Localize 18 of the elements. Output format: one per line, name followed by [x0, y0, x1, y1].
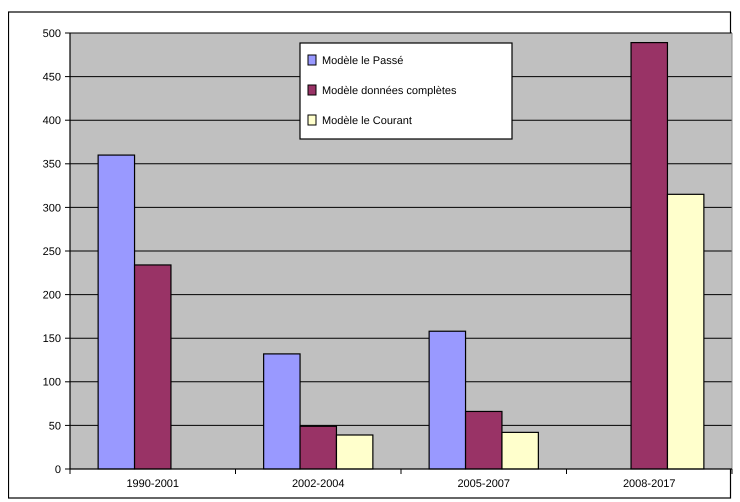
- x-tick-label: 2002-2004: [292, 478, 345, 490]
- legend-label: Modèle données complètes: [322, 84, 458, 97]
- y-tick-label: 400: [42, 115, 61, 128]
- y-tick-label: 450: [42, 71, 61, 84]
- y-tick-label: 200: [42, 289, 61, 302]
- y-tick-label: 0: [54, 464, 61, 476]
- y-tick-label: 350: [42, 158, 61, 171]
- y-tick-label: 150: [42, 333, 61, 346]
- x-tick-label: 1990-2001: [126, 478, 180, 490]
- y-tick-label: 250: [42, 246, 61, 258]
- legend-label: Modèle le Courant: [322, 114, 412, 127]
- x-tick-label: 2008-2017: [622, 478, 676, 490]
- y-tick-label: 500: [42, 28, 61, 40]
- legend-label: Modèle le Passé: [322, 54, 404, 67]
- y-tick-label: 100: [42, 376, 61, 389]
- y-tick-label: 50: [48, 420, 61, 432]
- x-tick-label: 2005-2007: [457, 478, 510, 490]
- y-tick-label: 300: [42, 202, 61, 214]
